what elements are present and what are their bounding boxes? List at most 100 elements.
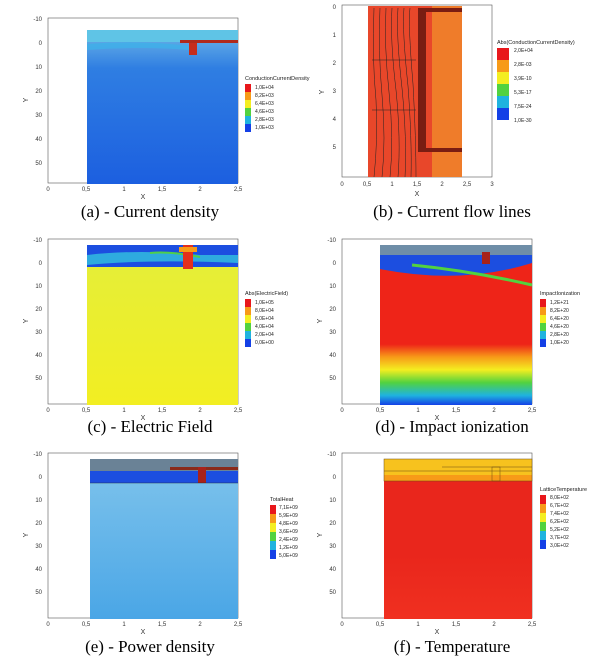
svg-text:2: 2 <box>440 182 444 188</box>
x-tick-labels: 0 0,5 1 1,5 2 2,5 <box>46 408 243 414</box>
legend-title: LatticeTemperature <box>540 487 587 493</box>
caption-power-density: (e) - Power density <box>85 637 215 656</box>
legend-swatch <box>540 531 546 540</box>
x-axis-label: X <box>435 629 440 636</box>
legend-swatch <box>245 339 251 347</box>
svg-text:30: 30 <box>35 113 42 119</box>
svg-text:40: 40 <box>329 567 336 573</box>
svg-text:0: 0 <box>340 622 344 628</box>
svg-text:1,5: 1,5 <box>158 408 167 414</box>
svg-text:1: 1 <box>333 33 337 39</box>
svg-text:5: 5 <box>333 145 337 151</box>
y-axis-label: Y <box>317 532 324 537</box>
legend-value: 4,0E+04 <box>255 324 274 330</box>
legend-value: 1,0E+03 <box>255 125 274 131</box>
legend-swatch <box>540 513 546 522</box>
legend-value: 2,4E+09 <box>279 537 298 543</box>
power-hotspot <box>198 467 206 483</box>
svg-text:0,5: 0,5 <box>82 187 91 193</box>
legend-value: 2,0E+04 <box>514 48 533 54</box>
legend-swatch <box>270 514 276 523</box>
legend-swatch <box>270 523 276 532</box>
y-axis-label: Y <box>319 89 326 94</box>
svg-text:1,5: 1,5 <box>158 622 167 628</box>
legend-value: 8,2E+20 <box>550 308 569 314</box>
electric-field-plot: -10 0 10 20 30 40 50 0 0,5 1 1,5 2 2,5 X… <box>23 238 288 422</box>
svg-text:0: 0 <box>333 475 337 481</box>
svg-text:20: 20 <box>35 521 42 527</box>
legend-swatch <box>497 48 509 60</box>
color-legend: Abs(ElectricField) 1,0E+05 8,0E+04 6,0E+… <box>245 291 288 347</box>
svg-text:20: 20 <box>35 89 42 95</box>
svg-text:2: 2 <box>198 622 202 628</box>
svg-text:20: 20 <box>329 521 336 527</box>
electrode-column <box>418 8 426 152</box>
legend-swatch <box>270 541 276 550</box>
legend-swatch <box>540 504 546 513</box>
caption-electric-field: (c) - Electric Field <box>87 417 213 436</box>
svg-text:0,5: 0,5 <box>82 408 91 414</box>
panel-power-density: -10 0 10 20 30 40 50 0 0,5 1 1,5 2 2,5 X… <box>0 445 302 662</box>
svg-text:30: 30 <box>35 544 42 550</box>
x-axis-label: X <box>141 415 146 422</box>
transition-layer <box>384 475 532 481</box>
svg-text:-10: -10 <box>327 238 336 244</box>
panel-temperature: -10 0 10 20 30 40 50 0 0,5 1 1,5 2 2,5 X… <box>302 445 605 662</box>
legend-swatch <box>497 108 509 120</box>
legend-swatch <box>540 331 546 339</box>
field-band <box>87 252 238 265</box>
svg-text:30: 30 <box>35 330 42 336</box>
legend-swatch <box>540 339 546 347</box>
contact-strip <box>180 40 238 43</box>
x-tick-labels: 0 0,5 1 1,5 2 2,5 <box>340 408 537 414</box>
svg-text:2: 2 <box>333 61 337 67</box>
svg-text:2,5: 2,5 <box>234 408 243 414</box>
legend-title: ImpactIonization <box>540 291 580 297</box>
svg-text:2,5: 2,5 <box>234 622 243 628</box>
svg-text:2: 2 <box>198 408 202 414</box>
legend-value: 5,9E+09 <box>279 513 298 519</box>
svg-text:1: 1 <box>122 408 126 414</box>
legend-swatch <box>497 72 509 84</box>
electrode-top <box>426 8 462 12</box>
y-axis-label: Y <box>23 532 30 537</box>
svg-text:10: 10 <box>329 284 336 290</box>
svg-text:0: 0 <box>39 475 43 481</box>
svg-text:1,5: 1,5 <box>158 187 167 193</box>
substrate-region <box>384 459 532 619</box>
svg-text:3: 3 <box>490 182 494 188</box>
svg-text:3: 3 <box>333 89 337 95</box>
y-tick-labels: -10 0 10 20 30 40 50 <box>33 238 42 382</box>
legend-value: 1,0E+20 <box>550 340 569 346</box>
legend-swatch <box>245 323 251 331</box>
svg-text:1: 1 <box>122 187 126 193</box>
x-axis-label: X <box>435 415 440 422</box>
legend-swatch <box>270 532 276 541</box>
svg-text:1: 1 <box>122 622 126 628</box>
legend-value: 2,8E-03 <box>514 62 532 68</box>
substrate-region <box>87 30 238 184</box>
legend-title: TotalHeat <box>270 497 294 503</box>
svg-text:0,5: 0,5 <box>82 622 91 628</box>
panel-current-flow-lines: 0 1 2 3 4 5 0 0,5 1 1,5 2 2,5 3 X Y Abs(… <box>302 0 605 225</box>
legend-title: Abs(ConductionCurrentDensity) <box>497 40 575 46</box>
current-density-plot: -10 0 10 20 30 40 50 0 0,5 1 1,5 2 2,5 X… <box>23 17 310 201</box>
field-hotspot <box>183 245 193 269</box>
svg-text:10: 10 <box>35 498 42 504</box>
svg-text:1,5: 1,5 <box>413 182 422 188</box>
svg-text:40: 40 <box>35 137 42 143</box>
oxide-region <box>380 245 532 255</box>
legend-swatch <box>245 331 251 339</box>
legend-value: 8,0E+04 <box>255 308 274 314</box>
power-layer <box>90 471 238 483</box>
legend-value: 4,6E+03 <box>255 109 274 115</box>
depletion-region <box>380 255 532 276</box>
legend-swatch <box>245 84 251 92</box>
svg-text:50: 50 <box>35 161 42 167</box>
y-axis-label: Y <box>317 318 324 323</box>
svg-text:50: 50 <box>35 376 42 382</box>
caption-temperature: (f) - Temperature <box>393 637 511 656</box>
svg-text:0: 0 <box>340 182 344 188</box>
svg-text:0: 0 <box>46 187 50 193</box>
legend-value: 1,0E-30 <box>514 118 532 124</box>
